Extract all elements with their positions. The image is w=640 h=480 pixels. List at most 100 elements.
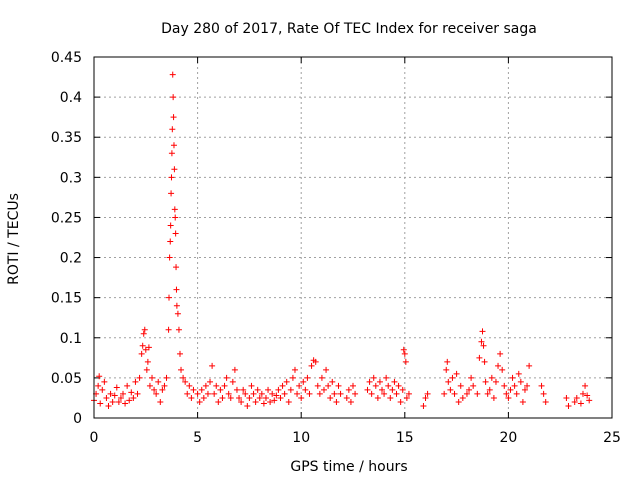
data-point: [327, 394, 334, 401]
data-point: [227, 394, 234, 401]
data-point: [173, 302, 180, 309]
data-point: [281, 390, 288, 397]
data-point: [194, 390, 201, 397]
data-point: [254, 386, 261, 393]
data-point: [144, 358, 151, 365]
data-point: [573, 394, 580, 401]
data-point: [265, 386, 272, 393]
data-point: [314, 382, 321, 389]
data-point: [97, 400, 104, 407]
data-point: [482, 378, 489, 385]
data-point: [200, 394, 207, 401]
data-point: [335, 382, 342, 389]
data-point: [143, 366, 150, 373]
data-point: [166, 294, 173, 301]
data-point: [515, 370, 522, 377]
data-point: [505, 394, 512, 401]
data-point: [171, 206, 178, 213]
data-point: [405, 390, 412, 397]
data-point: [172, 214, 179, 221]
data-point: [379, 386, 386, 393]
data-point: [96, 373, 103, 380]
data-point: [140, 330, 147, 337]
data-point: [470, 382, 477, 389]
data-point: [132, 378, 139, 385]
data-point: [420, 402, 427, 409]
y-tick-label: 0.15: [51, 291, 82, 307]
axis-ticks: [93, 56, 613, 419]
data-point: [186, 382, 193, 389]
data-point: [196, 398, 203, 405]
data-point: [364, 386, 371, 393]
data-point: [422, 394, 429, 401]
data-point: [579, 390, 586, 397]
y-tick-label: 0.3: [60, 170, 82, 186]
data-point: [497, 350, 504, 357]
data-point: [401, 350, 408, 357]
data-point: [236, 394, 243, 401]
data-point: [385, 382, 392, 389]
data-point: [101, 378, 108, 385]
data-point: [170, 94, 177, 101]
data-point: [468, 374, 475, 381]
data-point: [466, 386, 473, 393]
data-point: [250, 390, 257, 397]
data-point: [402, 358, 409, 365]
data-point: [223, 374, 230, 381]
data-point: [149, 374, 156, 381]
grid: [94, 57, 612, 418]
data-point: [488, 374, 495, 381]
data-point: [198, 386, 205, 393]
data-point: [389, 386, 396, 393]
data-point: [174, 310, 181, 317]
data-point: [304, 374, 311, 381]
data-point: [182, 378, 189, 385]
data-point: [124, 382, 131, 389]
data-point: [277, 394, 284, 401]
data-point: [302, 386, 309, 393]
data-point: [99, 386, 106, 393]
data-point: [584, 392, 591, 399]
data-point: [157, 398, 164, 405]
data-point: [486, 386, 493, 393]
data-point: [271, 397, 278, 404]
data-point: [312, 358, 319, 365]
data-point: [484, 390, 491, 397]
data-point: [424, 390, 431, 397]
data-point: [400, 346, 407, 353]
data-point: [333, 398, 340, 405]
data-point: [115, 398, 122, 405]
data-point: [374, 394, 381, 401]
data-point: [352, 390, 359, 397]
data-point: [283, 378, 290, 385]
data-point: [173, 286, 180, 293]
data-point: [542, 398, 549, 405]
data-point: [492, 378, 499, 385]
data-point: [126, 397, 133, 404]
x-axis-label: GPS time / hours: [290, 459, 407, 475]
data-point: [139, 342, 146, 349]
data-point: [443, 366, 450, 373]
data-point: [296, 382, 303, 389]
chart-title: Day 280 of 2017, Rate Of TEC Index for r…: [161, 21, 537, 37]
x-tick-label: 20: [499, 430, 517, 446]
data-point: [175, 326, 182, 333]
data-point: [501, 382, 508, 389]
data-point: [463, 390, 470, 397]
data-point: [459, 394, 466, 401]
y-tick-label: 0.45: [51, 50, 82, 66]
data-point: [325, 382, 332, 389]
data-point: [159, 386, 166, 393]
data-point: [476, 354, 483, 361]
data-point: [204, 390, 211, 397]
y-tick-label: 0.4: [60, 90, 82, 106]
data-point: [499, 366, 506, 373]
axis-tick-labels: 0 5 10 15 20 25 0 0.05 0.1 0.15 0.2 0.25 0.3 0.35 0.4 0…: [51, 50, 621, 446]
data-point: [395, 382, 402, 389]
data-point: [171, 166, 178, 173]
data-point: [202, 382, 209, 389]
data-point: [109, 398, 116, 405]
data-point: [242, 390, 249, 397]
data-point: [441, 390, 448, 397]
